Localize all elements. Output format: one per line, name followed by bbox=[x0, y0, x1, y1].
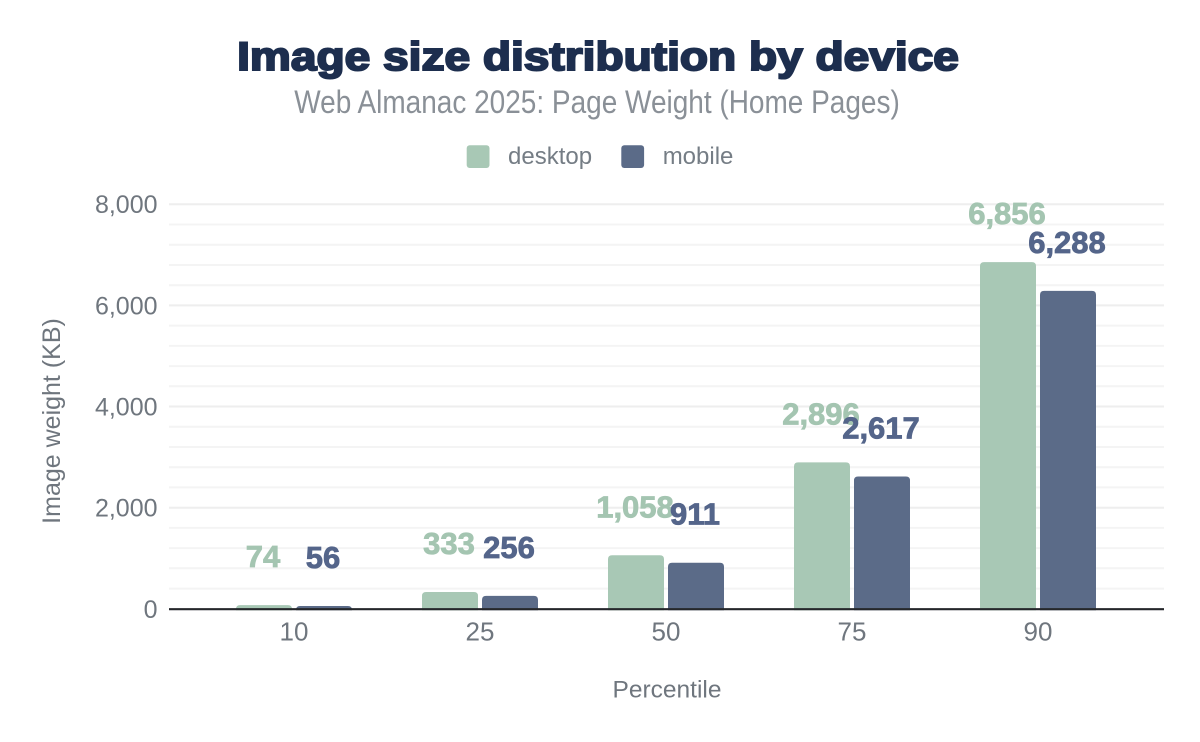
svg-text:911: 911 bbox=[670, 497, 720, 532]
svg-text:2,896: 2,896 bbox=[782, 396, 860, 431]
svg-text:2,617: 2,617 bbox=[842, 411, 920, 446]
svg-text:desktop: desktop bbox=[508, 143, 592, 170]
svg-text:mobile: mobile bbox=[663, 143, 734, 170]
svg-text:74: 74 bbox=[246, 539, 281, 574]
svg-text:1,058: 1,058 bbox=[596, 489, 674, 524]
svg-text:90: 90 bbox=[1024, 617, 1053, 647]
svg-text:333: 333 bbox=[423, 526, 475, 561]
svg-text:4,000: 4,000 bbox=[95, 394, 158, 422]
svg-text:8,000: 8,000 bbox=[95, 191, 158, 219]
svg-text:2,000: 2,000 bbox=[95, 495, 158, 523]
svg-text:25: 25 bbox=[466, 617, 495, 647]
svg-text:56: 56 bbox=[306, 540, 340, 575]
svg-text:256: 256 bbox=[483, 530, 535, 565]
svg-text:50: 50 bbox=[652, 617, 681, 647]
svg-text:Web Almanac 2025: Page Weight: Web Almanac 2025: Page Weight (Home Page… bbox=[294, 85, 900, 120]
svg-text:75: 75 bbox=[838, 617, 867, 647]
svg-text:Percentile: Percentile bbox=[613, 676, 722, 703]
svg-text:Image weight (KB): Image weight (KB) bbox=[38, 318, 66, 524]
svg-text:6,000: 6,000 bbox=[95, 292, 158, 320]
svg-text:6,856: 6,856 bbox=[968, 196, 1046, 231]
svg-text:10: 10 bbox=[280, 617, 309, 647]
svg-text:0: 0 bbox=[144, 596, 158, 624]
svg-text:Image size distribution by dev: Image size distribution by device bbox=[237, 35, 959, 79]
svg-text:6,288: 6,288 bbox=[1028, 225, 1106, 260]
